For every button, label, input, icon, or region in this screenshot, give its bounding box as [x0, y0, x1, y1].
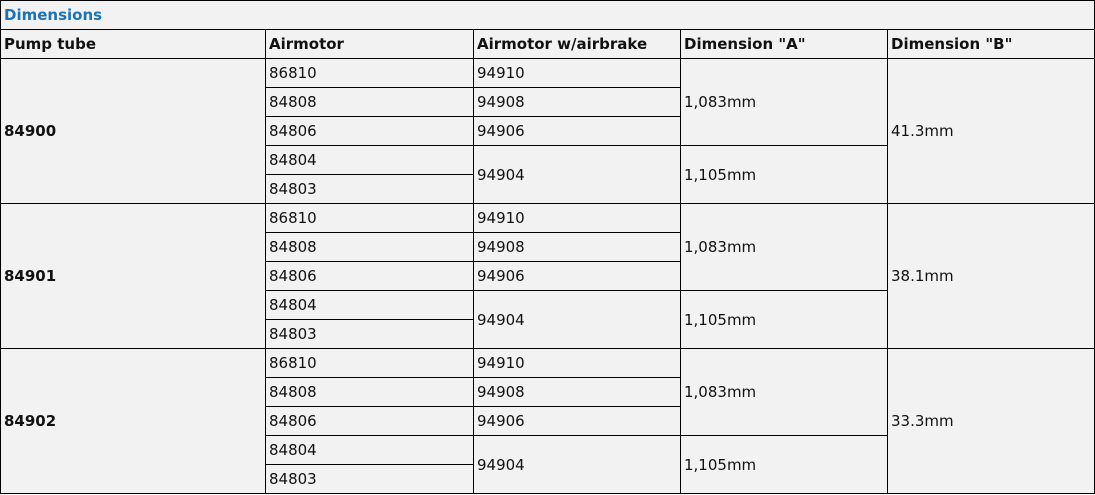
table-row: 84902 86810 94910 1,083mm 33.3mm — [0, 348, 1095, 494]
dimension-a-cell: 1,105mm — [680, 145, 888, 204]
airmotor-cell: 84806 — [265, 116, 474, 146]
header-dimension-b: Dimension "B" — [886, 29, 1095, 59]
airmotor-cell: 84804 — [265, 290, 474, 320]
airmotor-cell: 84804 — [265, 435, 474, 465]
airbrake-cell: 94904 — [473, 290, 681, 349]
table-row: 84804 94904 1,105mm — [1, 435, 1095, 494]
airmotor-cell: 84806 — [265, 406, 474, 436]
table-title: Dimensions — [0, 0, 1095, 30]
table-row: 84803 — [1, 464, 1095, 494]
pump-tube-cell: 84900 — [0, 58, 266, 204]
airmotor-cell: 84808 — [265, 87, 474, 117]
header-airmotor: Airmotor — [265, 29, 474, 59]
airbrake-cell: 94906 — [473, 116, 681, 146]
airmotor-cell: 84808 — [265, 232, 474, 262]
airmotor-cell: 84808 — [265, 377, 474, 407]
dimension-a-cell: 1,105mm — [680, 435, 888, 494]
table-row: 84808 94908 — [1, 87, 1095, 117]
table-row: 84806 94906 — [1, 406, 1095, 436]
header-row: Pump tube Airmotor Airmotor w/airbrake D… — [0, 29, 1095, 59]
airbrake-cell: 94910 — [473, 348, 681, 378]
dimension-b-cell: 38.1mm — [886, 203, 1095, 349]
table-row: 84901 86810 94910 1,083mm 38.1mm — [0, 203, 1095, 349]
dimension-a-cell: 1,083mm — [680, 348, 888, 436]
airmotor-cell: 84806 — [265, 261, 474, 291]
header-airmotor-airbrake: Airmotor w/airbrake — [473, 29, 681, 59]
dimension-a-cell: 1,105mm — [680, 290, 888, 349]
pump-tube-cell: 84901 — [0, 203, 266, 349]
dimension-a-cell: 1,083mm — [680, 203, 888, 291]
pump-tube-cell: 84902 — [0, 348, 266, 494]
airmotor-cell: 86810 — [265, 203, 474, 233]
airbrake-cell: 94908 — [473, 232, 681, 262]
airbrake-cell: 94906 — [473, 261, 681, 291]
table-row: 84803 — [1, 319, 1095, 349]
table-row: 84900 86810 94910 1,083mm 41.3mm — [0, 58, 1095, 204]
airmotor-cell: 84803 — [265, 464, 474, 494]
table-row: 84804 94904 1,105mm — [1, 145, 1095, 204]
airbrake-cell: 94904 — [473, 435, 681, 494]
airmotor-cell: 84803 — [265, 174, 474, 204]
airbrake-cell: 94906 — [473, 406, 681, 436]
dimension-a-cell: 1,083mm — [680, 58, 888, 146]
airbrake-cell: 94908 — [473, 377, 681, 407]
table-row: 84803 — [1, 174, 1095, 204]
dimension-b-cell: 33.3mm — [886, 348, 1095, 494]
airbrake-cell: 94910 — [473, 203, 681, 233]
header-dimension-a: Dimension "A" — [680, 29, 888, 59]
airmotor-cell: 86810 — [265, 348, 474, 378]
title-row: Dimensions — [0, 0, 1095, 30]
table-row: 84808 94908 — [1, 377, 1095, 407]
table-row: 84808 94908 — [1, 232, 1095, 262]
table-row: 84806 94906 — [1, 261, 1095, 291]
table-body: 84900 86810 94910 1,083mm 41.3mm 84808 94908 84… — [0, 58, 1095, 494]
airbrake-cell: 94910 — [473, 58, 681, 88]
table-row: 84806 94906 — [1, 116, 1095, 146]
airbrake-cell: 94904 — [473, 145, 681, 204]
header-pump-tube: Pump tube — [0, 29, 266, 59]
dimension-b-cell: 41.3mm — [886, 58, 1095, 204]
airmotor-cell: 84803 — [265, 319, 474, 349]
table-row: 84804 94904 1,105mm — [1, 290, 1095, 349]
airbrake-cell: 94908 — [473, 87, 681, 117]
airmotor-cell: 84804 — [265, 145, 474, 175]
airmotor-cell: 86810 — [265, 58, 474, 88]
